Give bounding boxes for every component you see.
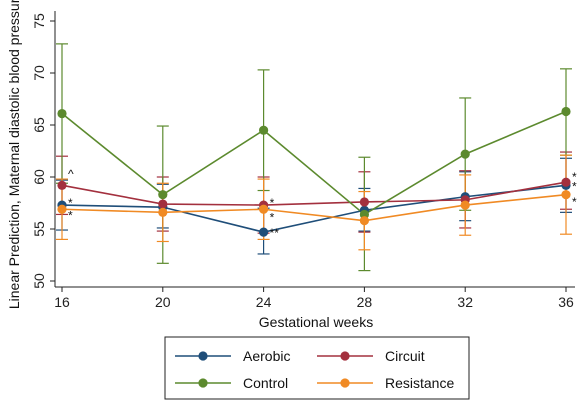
data-point-circuit <box>57 180 67 190</box>
y-tick-label: 50 <box>31 273 47 289</box>
series-line-circuit <box>61 181 567 206</box>
data-point-resistance <box>57 204 67 214</box>
data-point-control <box>561 106 571 117</box>
legend-label: Resistance <box>385 375 454 391</box>
y-axis-label: Linear Prediction, Maternal diastolic bl… <box>6 0 22 309</box>
data-point-aerobic <box>259 227 269 237</box>
series-points <box>57 106 571 237</box>
y-tick-label: 65 <box>31 117 47 133</box>
data-point-resistance <box>561 190 571 200</box>
data-point-control <box>57 108 67 119</box>
significance-marker: * <box>572 170 577 184</box>
significance-annotations: ^********* <box>68 167 577 240</box>
data-point-resistance <box>158 207 168 217</box>
x-tick-label: 20 <box>155 294 171 310</box>
series-line-resistance <box>61 193 567 222</box>
x-tick-label: 28 <box>357 294 373 310</box>
data-point-resistance <box>359 216 369 226</box>
error-bars <box>56 43 572 272</box>
series-lines <box>61 110 567 233</box>
x-tick-label: 24 <box>256 294 272 310</box>
legend-label: Aerobic <box>243 348 290 364</box>
significance-marker: * <box>270 196 275 210</box>
legend-label: Control <box>243 375 288 391</box>
data-point-control <box>259 125 269 135</box>
significance-marker: ^ <box>68 167 74 181</box>
x-tick-label: 16 <box>54 294 70 310</box>
x-tick-label: 32 <box>457 294 473 310</box>
significance-marker: * <box>572 195 577 209</box>
significance-marker: * <box>572 179 577 193</box>
legend-swatch-marker <box>340 351 350 361</box>
series-line-control <box>61 110 567 216</box>
significance-marker: * <box>68 208 73 222</box>
significance-marker: ** <box>270 226 280 240</box>
legend-swatch-marker <box>198 351 208 361</box>
legend-swatch-marker <box>198 378 208 388</box>
legend-label: Circuit <box>385 348 425 364</box>
data-point-resistance <box>460 200 470 210</box>
legend: Aerobic Circuit Control Resistance <box>164 336 470 400</box>
significance-marker: * <box>270 211 275 225</box>
y-tick-label: 55 <box>31 221 47 237</box>
axes: 50 55 60 65 70 75 16 20 24 28 32 36 <box>31 11 575 310</box>
y-tick-label: 60 <box>31 169 47 185</box>
significance-marker: * <box>68 196 73 210</box>
series-line-aerobic <box>61 184 567 233</box>
x-axis-label: Gestational weeks <box>259 314 373 330</box>
data-point-control <box>460 149 470 159</box>
data-point-circuit <box>158 199 168 209</box>
y-tick-label: 75 <box>31 13 47 29</box>
legend-box <box>164 336 470 400</box>
data-point-circuit <box>561 177 571 187</box>
x-tick-label: 36 <box>558 294 574 310</box>
data-point-resistance <box>259 204 269 214</box>
legend-swatch-marker <box>340 378 350 388</box>
y-tick-label: 70 <box>31 65 47 81</box>
data-point-control <box>158 190 168 200</box>
data-point-circuit <box>359 197 369 207</box>
